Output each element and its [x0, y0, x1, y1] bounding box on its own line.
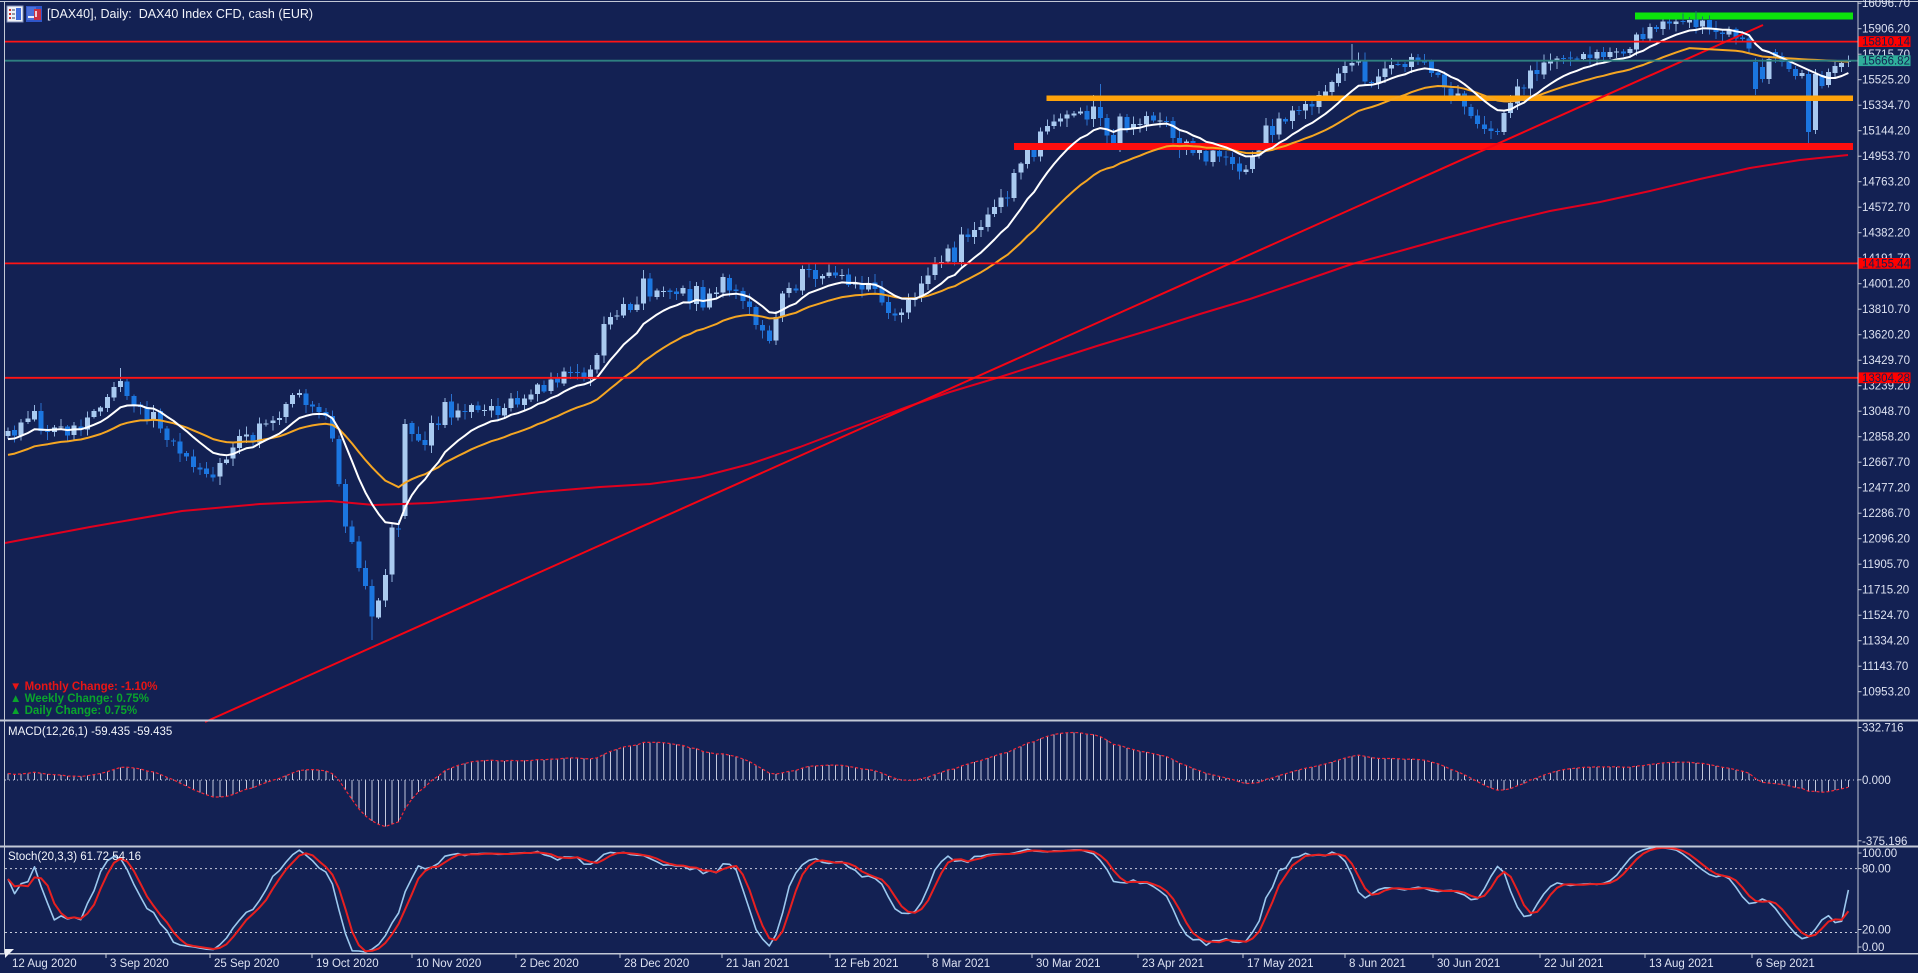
- svg-text:13620.20: 13620.20: [1862, 330, 1910, 342]
- svg-text:20.00: 20.00: [1862, 925, 1891, 937]
- svg-text:13810.70: 13810.70: [1862, 304, 1910, 316]
- svg-text:13048.70: 13048.70: [1862, 406, 1910, 418]
- svg-text:▲ Weekly Change: 0.75%: ▲ Weekly Change: 0.75%: [10, 693, 149, 705]
- svg-text:13304.28: 13304.28: [1862, 373, 1910, 385]
- svg-text:30 Mar 2021: 30 Mar 2021: [1036, 958, 1101, 970]
- svg-text:15906.20: 15906.20: [1862, 24, 1910, 36]
- svg-text:11143.70: 11143.70: [1862, 661, 1908, 673]
- svg-text:15334.70: 15334.70: [1862, 100, 1910, 112]
- svg-text:23 Apr 2021: 23 Apr 2021: [1142, 958, 1204, 970]
- svg-text:12 Aug 2020: 12 Aug 2020: [12, 958, 77, 970]
- svg-text:6 Sep 2021: 6 Sep 2021: [1756, 958, 1815, 970]
- svg-text:14155.44: 14155.44: [1862, 258, 1911, 270]
- svg-text:13 Aug 2021: 13 Aug 2021: [1649, 958, 1714, 970]
- svg-text:11334.20: 11334.20: [1862, 636, 1909, 648]
- svg-text:10 Nov 2020: 10 Nov 2020: [416, 958, 481, 970]
- svg-text:15144.20: 15144.20: [1862, 126, 1910, 138]
- svg-text:14572.70: 14572.70: [1862, 202, 1910, 214]
- svg-text:15810.14: 15810.14: [1862, 37, 1911, 49]
- svg-text:8 Jun 2021: 8 Jun 2021: [1349, 958, 1406, 970]
- svg-text:12286.70: 12286.70: [1862, 508, 1910, 520]
- svg-text:14382.20: 14382.20: [1862, 228, 1910, 240]
- svg-text:13239.20: 13239.20: [1862, 381, 1910, 393]
- svg-text:30 Jun 2021: 30 Jun 2021: [1437, 958, 1500, 970]
- svg-text:0.00: 0.00: [1862, 942, 1884, 954]
- svg-text:19 Oct 2020: 19 Oct 2020: [316, 958, 379, 970]
- svg-text:100.00: 100.00: [1862, 848, 1897, 860]
- svg-text:3 Sep 2020: 3 Sep 2020: [110, 958, 169, 970]
- svg-text:2 Dec 2020: 2 Dec 2020: [520, 958, 579, 970]
- svg-text:11715.20: 11715.20: [1862, 585, 1909, 597]
- svg-text:332.716: 332.716: [1862, 723, 1904, 735]
- svg-text:11524.70: 11524.70: [1862, 610, 1909, 622]
- svg-text:80.00: 80.00: [1862, 864, 1891, 876]
- svg-text:-375.196: -375.196: [1862, 836, 1907, 848]
- svg-text:MACD(12,26,1) -59.435 -59.435: MACD(12,26,1) -59.435 -59.435: [8, 726, 172, 738]
- svg-text:13429.70: 13429.70: [1862, 355, 1910, 367]
- svg-text:12 Feb 2021: 12 Feb 2021: [834, 958, 899, 970]
- svg-text:[DAX40], Daily: DAX40 Index C: [DAX40], Daily: DAX40 Index CFD, cash (E…: [47, 7, 313, 21]
- svg-text:10953.20: 10953.20: [1862, 687, 1910, 699]
- svg-text:17 May 2021: 17 May 2021: [1247, 958, 1314, 970]
- svg-text:15666.82: 15666.82: [1862, 56, 1910, 68]
- svg-text:14001.20: 14001.20: [1862, 279, 1910, 291]
- svg-text:11905.70: 11905.70: [1862, 559, 1909, 571]
- svg-text:12858.20: 12858.20: [1862, 432, 1910, 444]
- svg-text:▼ Monthly Change: -1.10%: ▼ Monthly Change: -1.10%: [10, 681, 157, 693]
- svg-text:22 Jul 2021: 22 Jul 2021: [1544, 958, 1603, 970]
- svg-text:16096.70: 16096.70: [1862, 0, 1910, 10]
- svg-text:12096.20: 12096.20: [1862, 534, 1910, 546]
- svg-text:15525.20: 15525.20: [1862, 75, 1910, 87]
- svg-text:0.000: 0.000: [1862, 775, 1891, 787]
- svg-text:12667.70: 12667.70: [1862, 457, 1910, 469]
- svg-text:12477.20: 12477.20: [1862, 483, 1910, 495]
- svg-text:28 Dec 2020: 28 Dec 2020: [624, 958, 689, 970]
- svg-text:25 Sep 2020: 25 Sep 2020: [214, 958, 279, 970]
- svg-text:▲ Daily Change: 0.75%: ▲ Daily Change: 0.75%: [10, 705, 137, 717]
- svg-text:21 Jan 2021: 21 Jan 2021: [726, 958, 789, 970]
- svg-text:8 Mar 2021: 8 Mar 2021: [932, 958, 990, 970]
- svg-text:Stoch(20,3,3) 61.72 54.16: Stoch(20,3,3) 61.72 54.16: [8, 851, 141, 863]
- svg-text:14763.20: 14763.20: [1862, 177, 1910, 189]
- svg-text:14953.70: 14953.70: [1862, 151, 1910, 163]
